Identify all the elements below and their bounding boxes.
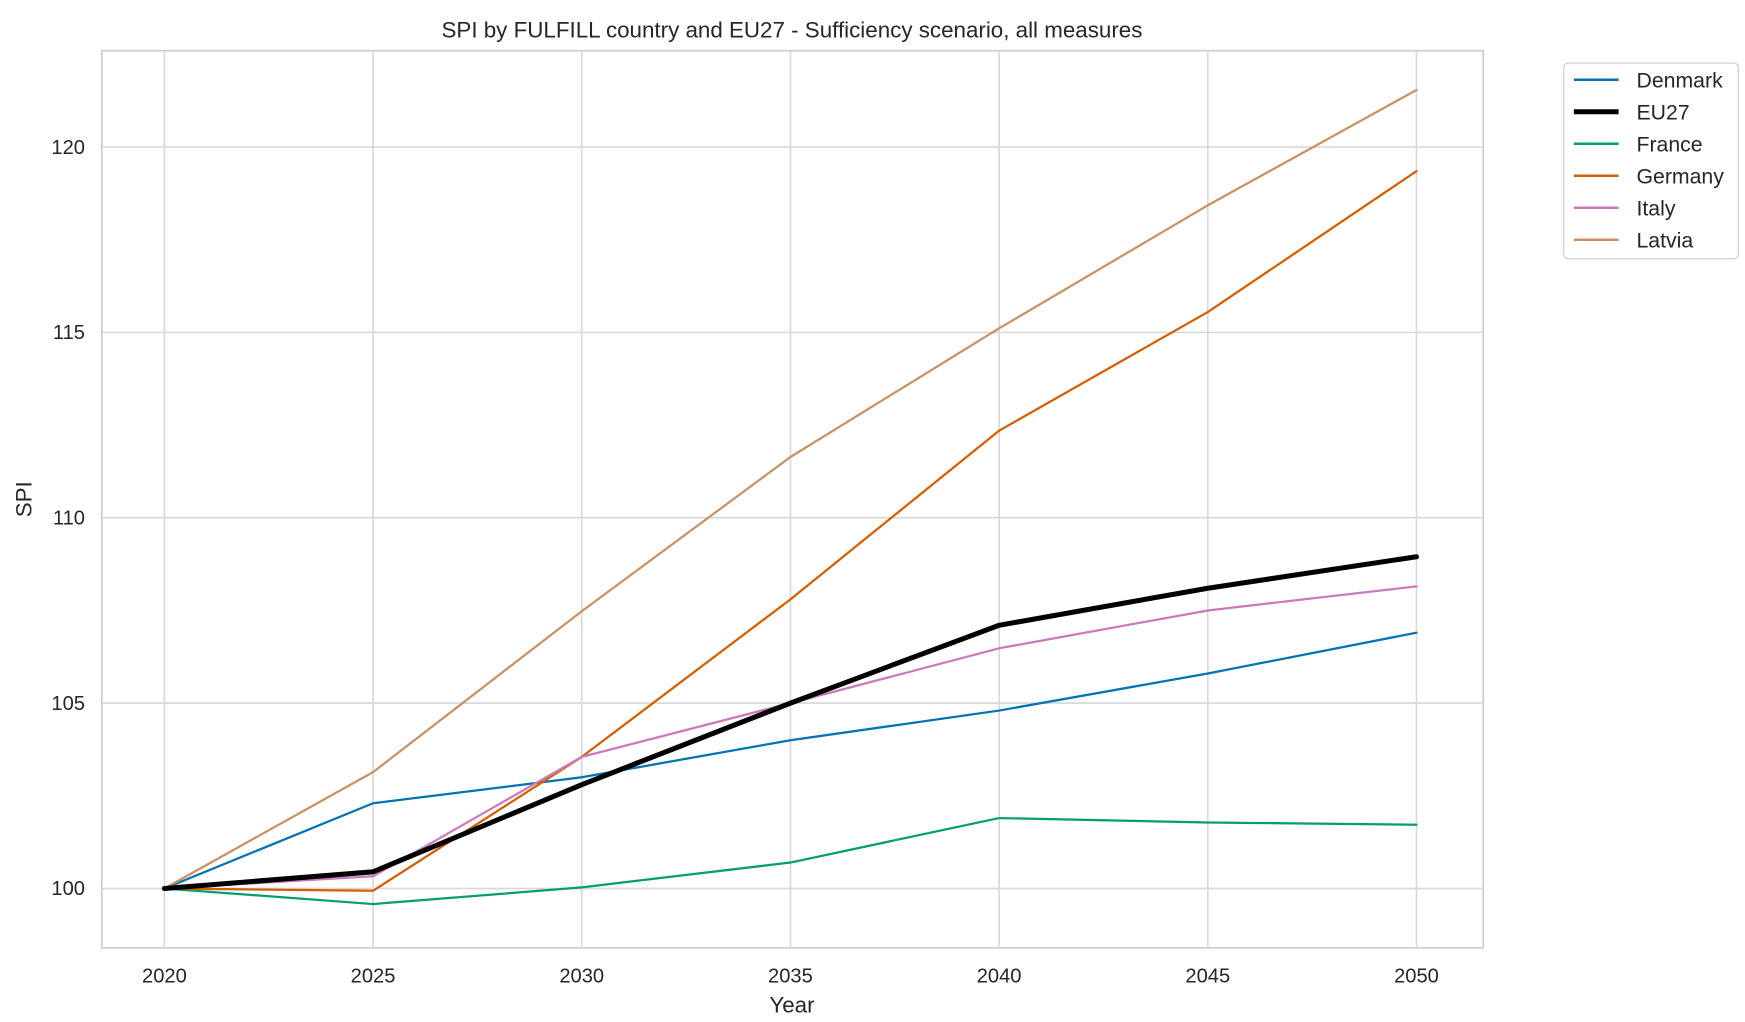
legend: Denmark EU27 France Germany Italy Latvia	[1563, 62, 1739, 260]
legend-label: EU27	[1636, 101, 1689, 125]
legend-label: France	[1636, 133, 1702, 157]
y-tick-label: 105	[51, 693, 85, 715]
series-line-eu27	[161, 554, 1419, 892]
chart-title: SPI by FULFILL country and EU27 - Suffic…	[442, 17, 1143, 42]
x-tick-label: 2040	[977, 965, 1022, 987]
x-tick-label: 2050	[1394, 965, 1439, 987]
legend-label: Denmark	[1636, 69, 1723, 93]
x-tick-label: 2020	[142, 965, 187, 987]
y-tick-label: 115	[53, 322, 85, 344]
plot-area	[100, 49, 1485, 949]
y-tick-label: 110	[53, 508, 85, 530]
y-axis-label: SPI	[11, 481, 36, 517]
y-tick-label: 120	[51, 137, 85, 159]
x-tick-label: 2035	[768, 965, 813, 987]
x-tick-label: 2025	[351, 965, 396, 987]
tick-labels: 2020 2025 2030 2035 2040 2045 2050 100 105 110 115…	[51, 137, 1438, 988]
series-line-germany	[163, 170, 1418, 892]
legend-label: Latvia	[1636, 229, 1693, 253]
x-tick-label: 2030	[559, 965, 604, 987]
series-line-denmark	[163, 631, 1418, 890]
series-line-france	[163, 816, 1418, 906]
y-tick-label: 100	[51, 878, 85, 900]
x-axis-label: Year	[769, 993, 815, 1018]
series-lines	[161, 88, 1419, 906]
x-tick-label: 2045	[1185, 965, 1230, 987]
legend-label: Italy	[1636, 197, 1675, 221]
legend-label: Germany	[1636, 165, 1724, 189]
series-line-latvia	[163, 88, 1418, 890]
